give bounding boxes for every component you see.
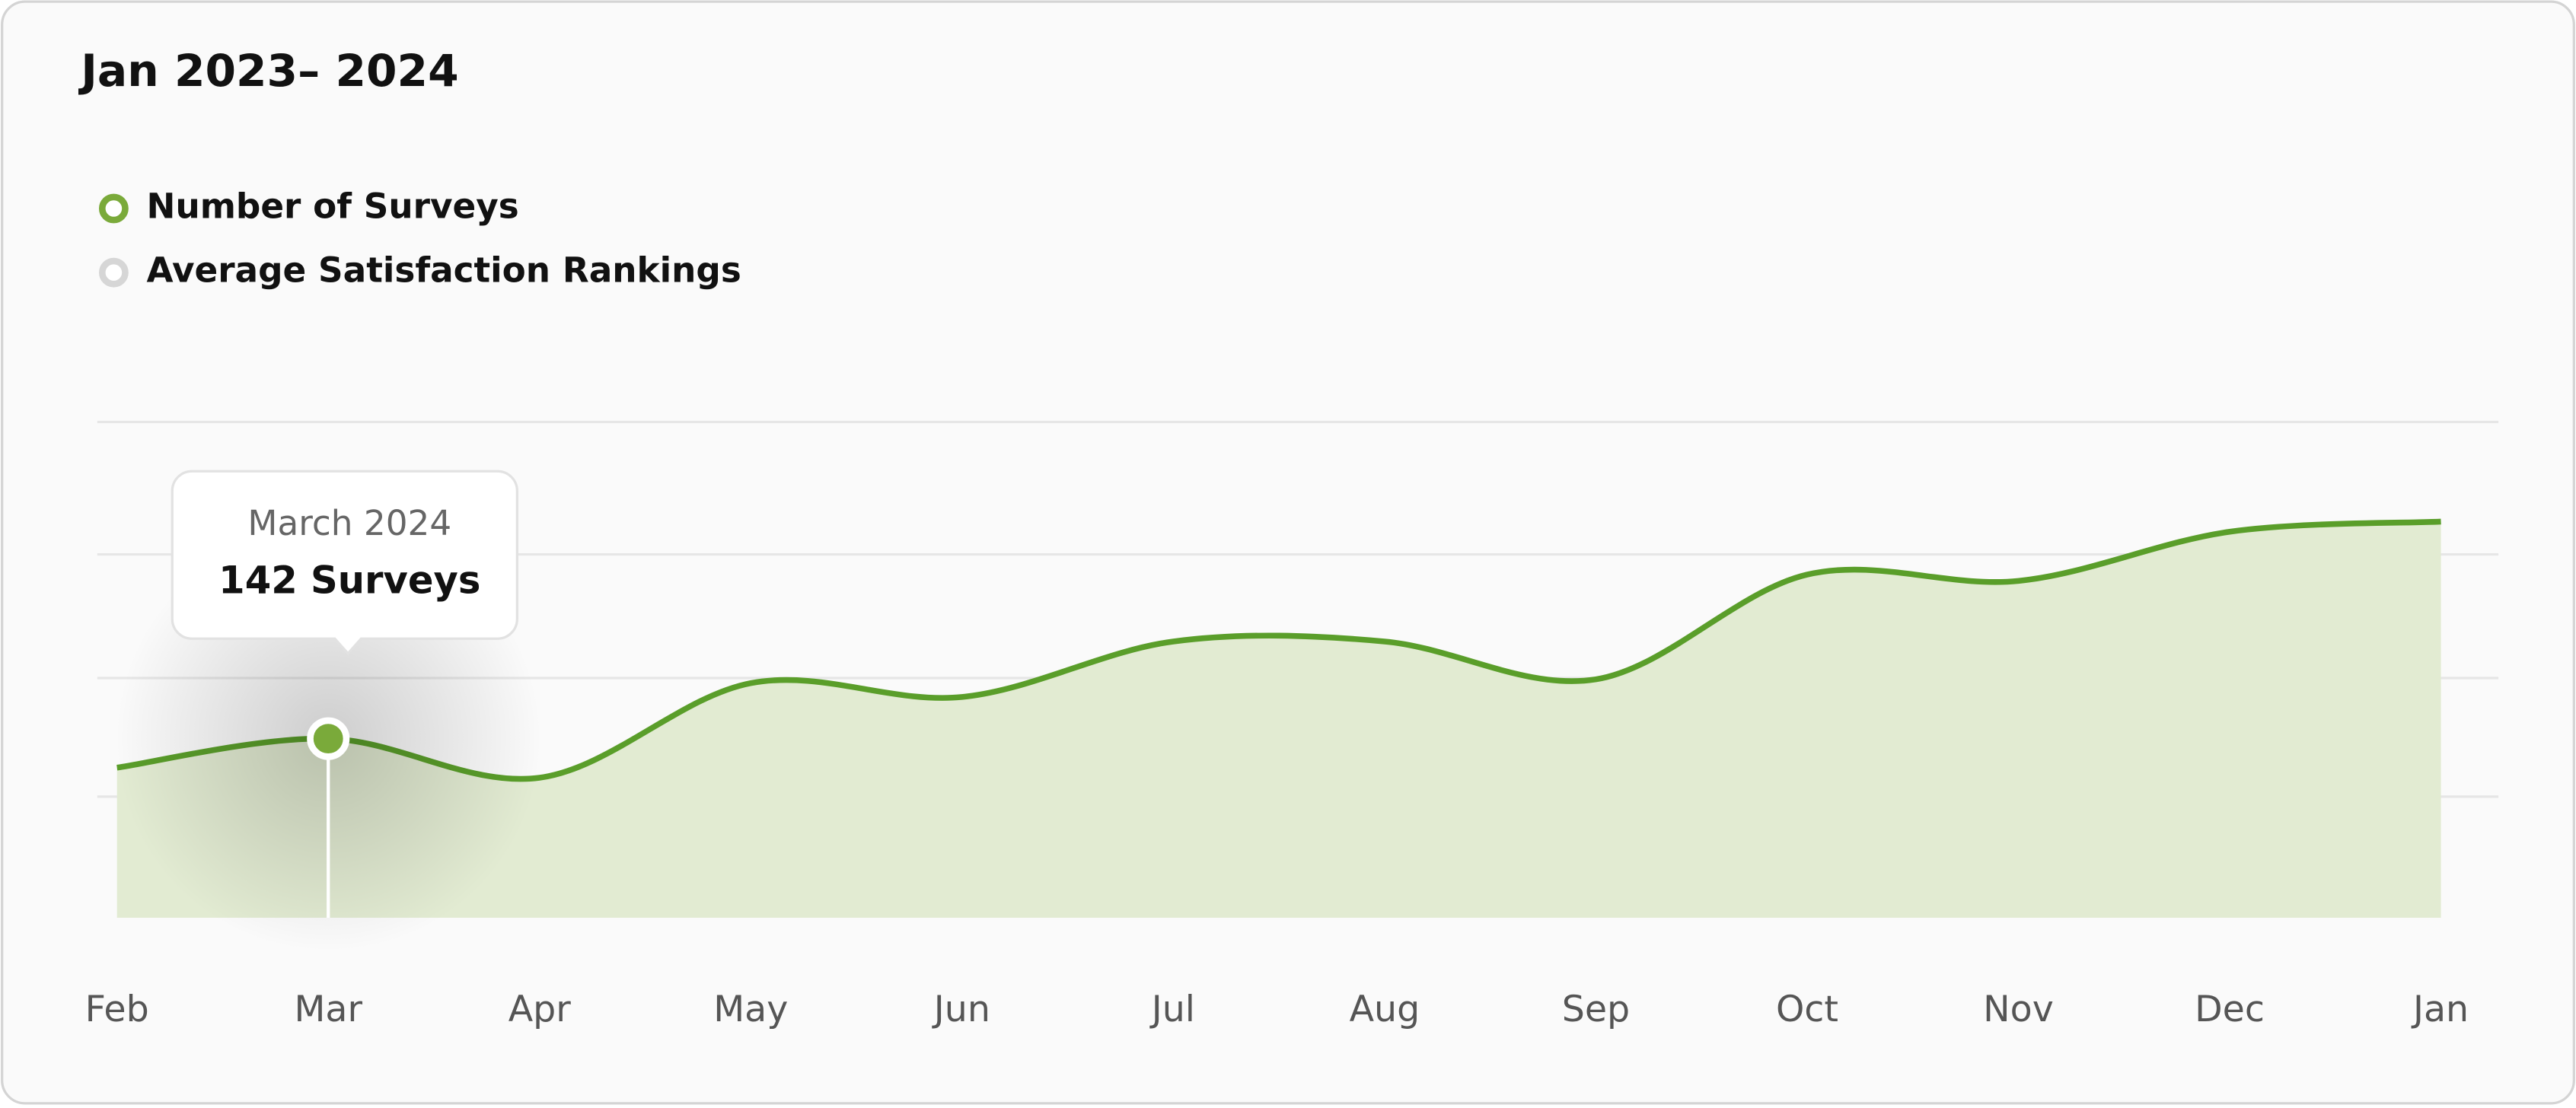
legend-label: Number of Surveys	[147, 186, 519, 227]
tooltip-value: 142 Surveys	[218, 558, 480, 602]
tooltip-title: March 2024	[247, 503, 451, 543]
tooltip	[171, 470, 518, 656]
legend-label: Average Satisfaction Rankings	[147, 250, 741, 291]
x-tick-label: Jul	[1149, 989, 1195, 1030]
legend-marker	[98, 257, 129, 288]
x-tick-label: Oct	[1776, 989, 1838, 1030]
chart-title: Jan 2023– 2024	[78, 45, 458, 97]
x-tick-label: Aug	[1350, 989, 1420, 1030]
x-tick-label: Mar	[294, 989, 362, 1030]
hover-point	[307, 717, 350, 760]
x-tick-label: Apr	[509, 989, 572, 1030]
x-tick-label: Sep	[1562, 989, 1630, 1030]
legend-marker	[98, 193, 129, 224]
area	[116, 521, 2441, 919]
x-tick-label: Jan	[2411, 989, 2469, 1030]
x-tick-label: Nov	[1983, 989, 2054, 1030]
x-tick-label: May	[713, 989, 788, 1030]
x-tick-label: Dec	[2195, 989, 2265, 1030]
x-tick-label: Jun	[932, 989, 990, 1030]
x-tick-label: Feb	[85, 989, 149, 1030]
